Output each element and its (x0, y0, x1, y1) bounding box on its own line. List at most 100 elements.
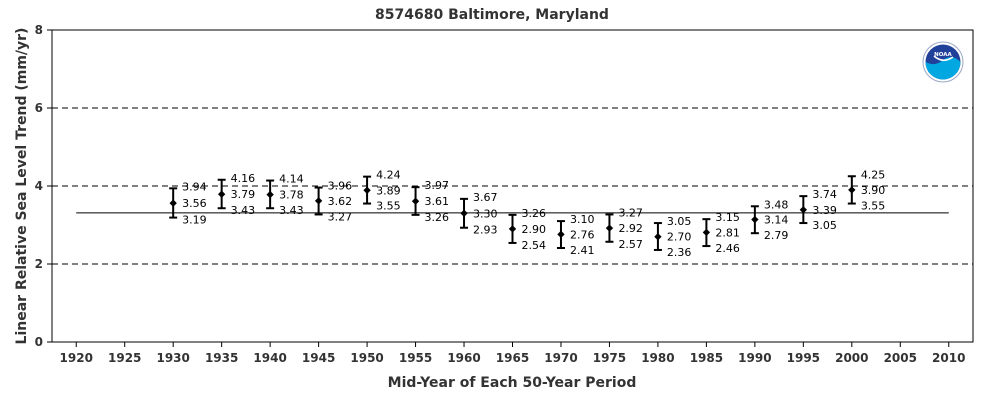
x-axis-title: Mid-Year of Each 50-Year Period (388, 375, 637, 391)
label-lower-1985: 2.46 (715, 242, 740, 255)
noaa-logo-icon: NOAA (922, 41, 964, 83)
label-lower-1940: 3.43 (279, 204, 304, 217)
label-upper-1975: 3.27 (618, 206, 643, 219)
y-tick-label-2: 2 (35, 257, 43, 271)
error-bar-1970: 3.10 2.76 2.41 (556, 213, 595, 257)
label-mid-1935: 3.79 (231, 188, 256, 201)
label-upper-1950: 4.24 (376, 169, 401, 182)
x-tick-label-1920: 1920 (60, 351, 93, 365)
label-lower-2000: 3.55 (861, 200, 886, 213)
data-point-1940 (266, 190, 274, 199)
label-mid-1990: 3.14 (764, 214, 789, 227)
label-lower-1960: 2.93 (473, 224, 498, 237)
label-upper-1965: 3.26 (522, 207, 547, 220)
label-upper-1985: 3.15 (715, 211, 740, 224)
data-point-1985 (702, 228, 711, 237)
x-tick-label-1995: 1995 (787, 351, 820, 365)
y-tick-label-8: 8 (35, 23, 43, 37)
error-bar-1955: 3.97 3.61 3.26 (411, 179, 450, 224)
error-bar-1960: 3.67 3.30 2.93 (460, 191, 498, 237)
x-tick-label-1980: 1980 (641, 351, 674, 365)
label-mid-1940: 3.78 (279, 189, 304, 202)
x-tick-label-2005: 2005 (884, 351, 917, 365)
error-bar-1990: 3.48 3.14 2.79 (750, 198, 789, 242)
label-lower-1955: 3.26 (425, 211, 450, 224)
label-mid-1975: 2.92 (618, 222, 643, 235)
label-lower-1995: 3.05 (812, 219, 837, 232)
x-tick-label-1925: 1925 (108, 351, 141, 365)
label-lower-1975: 2.57 (618, 238, 643, 251)
label-mid-1950: 3.89 (376, 184, 401, 197)
x-tick-label-2010: 2010 (932, 351, 965, 365)
x-tick-label-1960: 1960 (447, 351, 480, 365)
data-point-1965 (508, 225, 517, 233)
data-point-1930 (169, 199, 177, 207)
label-upper-1945: 3.96 (328, 180, 353, 193)
data-point-2000 (848, 186, 856, 194)
label-upper-1960: 3.67 (473, 191, 498, 204)
x-tick-label-1935: 1935 (205, 351, 238, 365)
label-upper-1990: 3.48 (764, 198, 789, 211)
error-bar-1950: 4.24 3.89 3.55 (363, 169, 401, 213)
data-point-1950 (363, 186, 371, 194)
gridlines (52, 107, 973, 265)
y-tick-label-0: 0 (35, 335, 43, 349)
label-mid-1965: 2.90 (522, 223, 547, 236)
x-tick-label-2000: 2000 (835, 351, 868, 365)
chart-title: 8574680 Baltimore, Maryland (375, 7, 609, 23)
label-lower-1965: 2.54 (522, 239, 547, 252)
label-upper-1935: 4.16 (231, 172, 256, 185)
label-mid-1995: 3.39 (812, 204, 837, 217)
error-bar-1975: 3.27 2.92 2.57 (605, 206, 643, 251)
label-upper-1980: 3.05 (667, 215, 692, 228)
label-upper-1930: 3.94 (182, 180, 207, 193)
error-bar-1940: 4.14 3.78 3.43 (266, 173, 304, 217)
label-mid-1985: 2.81 (715, 226, 740, 239)
x-tick-label-1930: 1930 (156, 351, 189, 365)
label-mid-1930: 3.56 (182, 197, 207, 210)
label-lower-1935: 3.43 (231, 204, 256, 217)
x-tick-label-1950: 1950 (350, 351, 383, 365)
y-tick-label-4: 4 (35, 179, 43, 193)
error-bar-2000: 4.25 3.90 3.55 (847, 168, 886, 213)
data-point-1995 (799, 206, 808, 214)
x-tick-label-1970: 1970 (544, 351, 577, 365)
label-lower-1980: 2.36 (667, 246, 692, 259)
data-point-1990 (751, 215, 759, 224)
label-lower-1990: 2.79 (764, 229, 789, 242)
x-tick-label-1940: 1940 (253, 351, 286, 365)
label-mid-1960: 3.30 (473, 207, 498, 220)
data-points-layer: 3.94 3.56 3.19 4.16 3.79 3.43 4.14 3.78 3.43 3.96… (169, 168, 885, 259)
data-point-1935 (217, 190, 226, 198)
label-upper-2000: 4.25 (861, 168, 886, 181)
label-upper-1995: 3.74 (812, 188, 837, 201)
x-tick-label-1990: 1990 (738, 351, 771, 365)
error-bar-1935: 4.16 3.79 3.43 (217, 172, 256, 217)
error-bar-1980: 3.05 2.70 2.36 (653, 215, 692, 259)
label-mid-1970: 2.76 (570, 228, 595, 241)
data-point-1975 (605, 224, 614, 232)
data-point-1980 (654, 233, 662, 241)
label-lower-1945: 3.27 (328, 210, 353, 223)
error-bar-1930: 3.94 3.56 3.19 (169, 180, 207, 227)
x-tick-label-1965: 1965 (496, 351, 529, 365)
label-mid-1980: 2.70 (667, 231, 692, 244)
y-axis-title: Linear Relative Sea Level Trend (mm/yr) (14, 28, 30, 345)
error-bar-1995: 3.74 3.39 3.05 (799, 188, 837, 232)
label-upper-1970: 3.10 (570, 213, 595, 226)
error-bar-1965: 3.26 2.90 2.54 (508, 207, 547, 252)
error-bar-1945: 3.96 3.62 3.27 (314, 180, 353, 223)
label-mid-2000: 3.90 (861, 184, 886, 197)
x-tick-label-1955: 1955 (399, 351, 432, 365)
noaa-logo-text: NOAA (934, 52, 952, 58)
data-point-1970 (557, 230, 565, 239)
label-mid-1945: 3.62 (328, 195, 353, 208)
data-point-1945 (314, 197, 323, 205)
error-bar-1985: 3.15 2.81 2.46 (702, 211, 740, 255)
label-lower-1950: 3.55 (376, 200, 401, 213)
data-point-1955 (411, 197, 420, 205)
data-point-1960 (460, 209, 468, 217)
label-lower-1970: 2.41 (570, 244, 595, 257)
